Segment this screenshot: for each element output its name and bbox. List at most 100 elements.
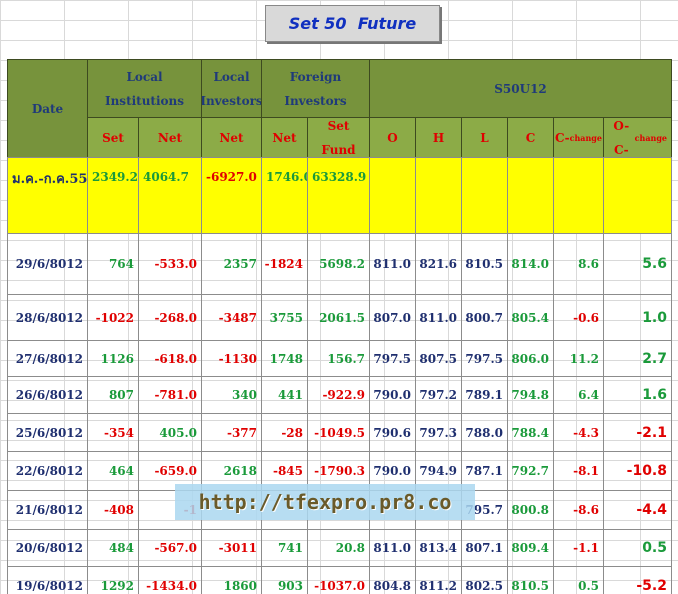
data-cell: 811.2 [415,566,462,594]
cell-text: 787.1 [465,464,503,478]
cell-text: -533.0 [154,257,197,271]
date-cell: 19/6/8012 [7,566,88,594]
cell-text: 789.1 [465,388,503,402]
data-cell: -377 [201,413,262,452]
header-text: Net [157,130,183,145]
data-cell: 441 [261,376,308,414]
cell-text: 813.4 [419,541,457,555]
cell-text: -0.6 [573,310,599,325]
cell-text: 464 [108,464,134,478]
group-header: Local Investors [201,59,262,118]
date-cell: 20/6/8012 [7,529,88,567]
data-cell: 807 [87,376,139,414]
date-cell: 21/6/8012 [7,490,88,530]
data-cell: 810.5 [507,566,554,594]
summary-cell: 63328.9 [307,157,370,234]
data-cell: 807.5 [415,340,462,377]
data-cell: 821.6 [415,233,462,295]
data-cell: 5698.2 [307,233,370,295]
cell-text: -408 [103,503,134,517]
summary-cell [507,157,554,234]
data-cell: -354 [87,413,139,452]
data-cell: 807.0 [369,294,416,341]
data-cell: 340 [201,376,262,414]
cell-text: 27/6/8012 [15,351,83,366]
data-cell: 814.0 [507,233,554,295]
cell-text: 800.7 [465,310,503,325]
data-cell: 741 [261,529,308,567]
data-cell: 794.8 [507,376,554,414]
cell-text: -4.3 [573,425,599,440]
cell-text: 2349.2 [92,170,138,184]
title-button[interactable]: Set 50 Future [265,5,440,42]
cell-text: -845 [272,464,303,478]
data-cell: -1130 [201,340,262,377]
data-cell: 464 [87,451,139,491]
group-header: S50U12 [369,59,672,118]
data-cell: 811.0 [369,233,416,295]
data-cell: 8.6 [553,233,604,295]
cell-text: -354 [103,425,134,440]
cell-text: -5.2 [636,577,667,594]
cell-text: 810.5 [511,578,549,593]
cell-text: 806.0 [511,351,549,366]
date-cell: 26/6/8012 [7,376,88,414]
data-cell: -408 [87,490,139,530]
cell-text: -1.1 [573,541,599,555]
cell-text: -28 [281,425,303,440]
data-cell: -1049.5 [307,413,370,452]
data-cell: 805.4 [507,294,554,341]
data-cell: -28 [261,413,308,452]
cell-text: 25/6/8012 [15,425,83,440]
summary-cell: -6927.0 [201,157,262,234]
date-cell: 27/6/8012 [7,340,88,377]
data-cell: 809.4 [507,529,554,567]
cell-text: 794.9 [419,464,457,478]
data-cell: -10.8 [603,451,672,491]
data-cell: 1748 [261,340,308,377]
data-cell: 764 [87,233,139,295]
data-cell: 2061.5 [307,294,370,341]
cell-text: -567.0 [154,541,197,555]
data-cell: -1434.0 [138,566,202,594]
cell-text: 63328.9 [312,170,367,184]
cell-text: 797.5 [465,351,503,366]
header-text: H [432,130,445,145]
cell-text: 1126 [100,351,134,366]
data-cell: 2.7 [603,340,672,377]
data-cell: -922.9 [307,376,370,414]
data-cell: 0.5 [603,529,672,567]
data-cell: 811.0 [415,294,462,341]
cell-text: -10.8 [626,463,667,479]
summary-cell: 1746.0 [261,157,308,234]
summary-cell [553,157,604,234]
header-text: Local Institutions [104,69,185,108]
cell-text: 2618 [223,464,257,478]
cell-text: 405.0 [159,425,197,440]
header-text: Set Fund [321,118,356,157]
cell-text: 807 [108,388,134,402]
header-text: Net [272,130,297,145]
cell-text: 20.8 [335,541,365,555]
cell-text: -922.9 [322,388,365,402]
data-cell: -4.3 [553,413,604,452]
data-cell: -1022 [87,294,139,341]
header-text: O-C- [613,118,630,157]
cell-text: 2.7 [642,350,667,367]
data-cell: -2.1 [603,413,672,452]
data-cell: -4.4 [603,490,672,530]
cell-text: 3755 [269,310,303,325]
cell-text: 790.6 [373,425,411,440]
data-cell: 800.7 [461,294,508,341]
data-cell: -268.0 [138,294,202,341]
summary-cell [461,157,508,234]
cell-text: 5.6 [642,256,667,272]
cell-text: 790.0 [373,388,411,402]
cell-text: -3011 [218,541,257,555]
data-cell: 788.4 [507,413,554,452]
header-text: L [480,130,489,145]
summary-label: ม.ค.-ก.ค.55 [7,157,88,234]
cell-text: 805.4 [511,310,549,325]
data-cell: 797.5 [369,340,416,377]
cell-text: -4.4 [636,502,667,518]
